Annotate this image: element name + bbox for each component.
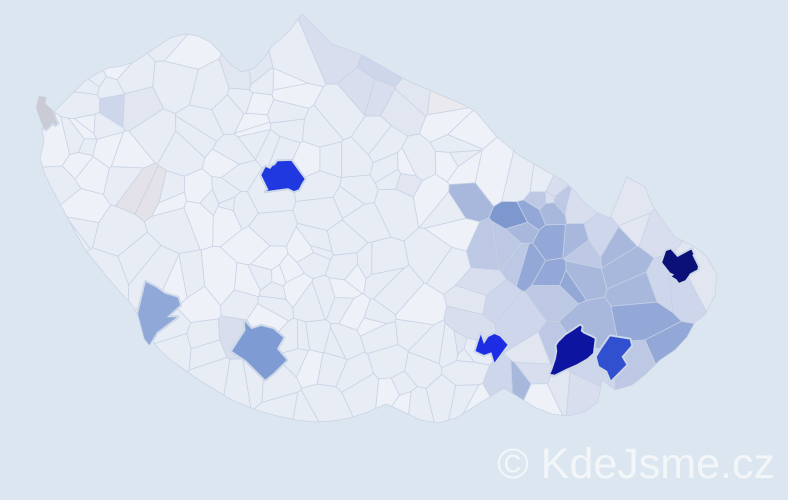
svg-text:© KdeJsme.cz: © KdeJsme.cz [497, 440, 775, 488]
